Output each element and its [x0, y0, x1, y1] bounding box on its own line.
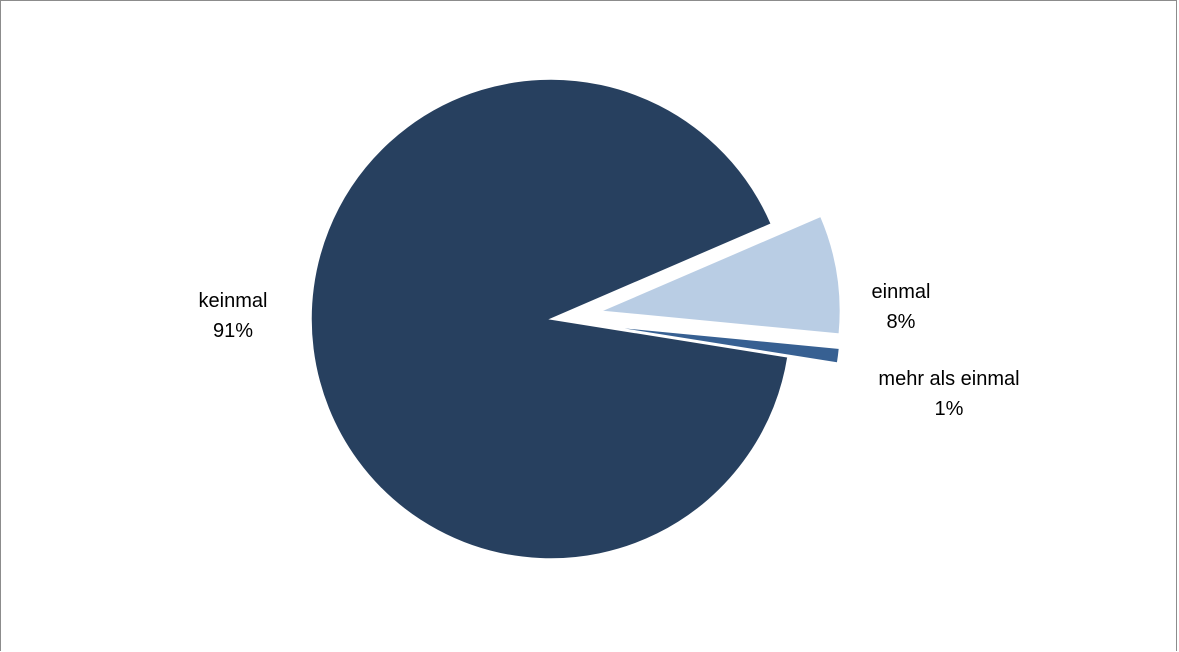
pie-slices	[311, 79, 840, 559]
slice-label-einmal: einmal 8%	[872, 281, 931, 333]
slice-name-mehr-als-einmal: mehr als einmal	[878, 368, 1019, 390]
slice-label-mehr-als-einmal: mehr als einmal 1%	[878, 368, 1019, 420]
slice-name-keinmal: keinmal	[199, 290, 268, 312]
slice-label-keinmal: keinmal 91%	[199, 290, 268, 342]
slice-percent-einmal: 8%	[887, 311, 916, 333]
slice-name-einmal: einmal	[872, 281, 931, 303]
slice-percent-mehr-als-einmal: 1%	[935, 398, 964, 420]
slice-percent-keinmal: 91%	[213, 320, 253, 342]
